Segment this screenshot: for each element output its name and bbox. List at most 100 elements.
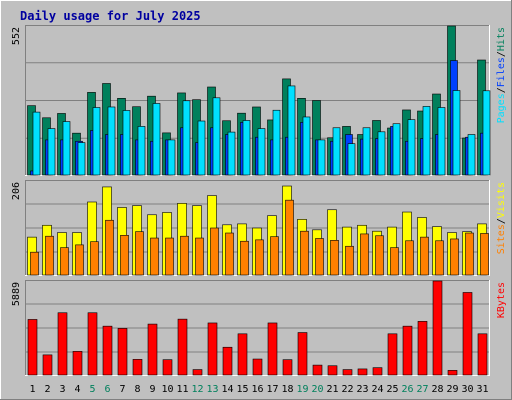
bar-kbytes-fill xyxy=(57,312,68,376)
x-tick-label: 10 xyxy=(161,384,173,395)
bar-kbytes xyxy=(342,369,353,376)
bar-pages-fill xyxy=(197,120,206,176)
bar-kbytes xyxy=(102,325,113,376)
bar-sites xyxy=(135,231,144,276)
bar-pages-fill xyxy=(182,100,191,176)
bar-kbytes xyxy=(177,318,188,376)
bar-kbytes-fill xyxy=(117,328,128,376)
bar-sites xyxy=(240,240,249,276)
bar-sites xyxy=(300,230,309,276)
legend-item: Sites xyxy=(496,224,507,254)
bar-pages xyxy=(392,123,401,176)
bar-sites-fill xyxy=(120,235,129,276)
bar-pages xyxy=(92,107,101,176)
bar-pages-fill xyxy=(257,128,266,176)
bar-kbytes xyxy=(312,364,323,376)
bar-kbytes xyxy=(462,292,473,376)
bar-pages xyxy=(77,142,86,176)
bar-kbytes-fill xyxy=(462,292,473,376)
bar-sites xyxy=(480,233,489,276)
bar-pages xyxy=(317,139,326,176)
bar-pages-fill xyxy=(47,128,56,176)
bar-pages-fill xyxy=(302,116,311,176)
bar-sites xyxy=(435,240,444,276)
bar-sites-fill xyxy=(255,239,264,276)
bar-kbytes-fill xyxy=(132,359,143,376)
x-tick-label: 30 xyxy=(461,384,473,395)
bar-kbytes-fill xyxy=(327,365,338,376)
x-tick-label: 22 xyxy=(341,384,353,395)
bar-pages-fill xyxy=(332,127,341,176)
bar-kbytes xyxy=(27,319,38,376)
bar-pages xyxy=(347,143,356,176)
bar-kbytes xyxy=(237,333,248,376)
bar-kbytes xyxy=(162,359,173,376)
x-tick-label: 25 xyxy=(386,384,398,395)
bar-pages xyxy=(107,106,116,176)
x-tick-label: 21 xyxy=(326,384,338,395)
bar-sites-fill xyxy=(315,238,324,276)
bar-pages-fill xyxy=(167,139,176,176)
x-tick-label: 7 xyxy=(119,384,125,395)
bar-pages xyxy=(137,126,146,176)
bar-pages xyxy=(167,139,176,176)
bar-pages xyxy=(332,127,341,176)
bar-kbytes-fill xyxy=(447,370,458,376)
bar-sites-fill xyxy=(105,219,114,276)
bar-pages-fill xyxy=(482,90,491,176)
bar-pages xyxy=(377,131,386,176)
bar-kbytes-fill xyxy=(27,319,38,376)
bar-pages xyxy=(422,106,431,176)
bar-kbytes-fill xyxy=(147,323,158,376)
bar-sites-fill xyxy=(240,240,249,276)
bar-kbytes-fill xyxy=(102,325,113,376)
bar-kbytes xyxy=(357,368,368,376)
x-tick-label: 2 xyxy=(44,384,50,395)
legend-item: / xyxy=(496,51,507,57)
bar-pages xyxy=(212,97,221,176)
bar-kbytes-fill xyxy=(222,346,233,376)
x-tick-label: 3 xyxy=(59,384,65,395)
bar-kbytes-fill xyxy=(417,321,428,376)
bar-kbytes-fill xyxy=(432,280,443,376)
bar-kbytes xyxy=(132,359,143,376)
bar-kbytes xyxy=(192,369,203,376)
bar-pages-fill xyxy=(32,111,41,176)
bar-sites-fill xyxy=(270,236,279,276)
bar-kbytes xyxy=(57,312,68,376)
x-tick-label: 1 xyxy=(29,384,35,395)
bar-kbytes xyxy=(432,280,443,376)
bar-sites-fill xyxy=(60,247,69,276)
bar-sites-fill xyxy=(285,199,294,276)
x-tick-label: 14 xyxy=(221,384,233,395)
bar-pages-fill xyxy=(377,131,386,176)
bar-pages-fill xyxy=(62,121,71,176)
bar-sites xyxy=(30,251,39,276)
bar-pages xyxy=(482,90,491,176)
bar-kbytes-fill xyxy=(42,354,53,376)
x-tick-label: 24 xyxy=(371,384,383,395)
bar-sites xyxy=(210,227,219,276)
legend-item: Hits xyxy=(496,27,507,51)
bar-kbytes-fill xyxy=(267,322,278,376)
bar-kbytes-fill xyxy=(312,364,323,376)
bar-pages-fill xyxy=(392,123,401,176)
bar-pages-fill xyxy=(287,85,296,176)
x-tick-label: 20 xyxy=(311,384,323,395)
bar-sites xyxy=(465,232,474,276)
bar-sites xyxy=(360,233,369,276)
x-tick-label: 28 xyxy=(431,384,443,395)
bar-pages xyxy=(122,110,131,176)
bar-sites xyxy=(45,235,54,276)
bar-kbytes xyxy=(327,365,338,376)
bar-pages xyxy=(272,109,281,176)
bar-sites xyxy=(180,235,189,276)
bar-sites-fill xyxy=(405,240,414,276)
x-tick-label: 31 xyxy=(476,384,488,395)
bar-sites-fill xyxy=(420,236,429,276)
legend-item: / xyxy=(496,218,507,224)
bar-sites xyxy=(165,237,174,276)
bar-pages-fill xyxy=(317,139,326,176)
